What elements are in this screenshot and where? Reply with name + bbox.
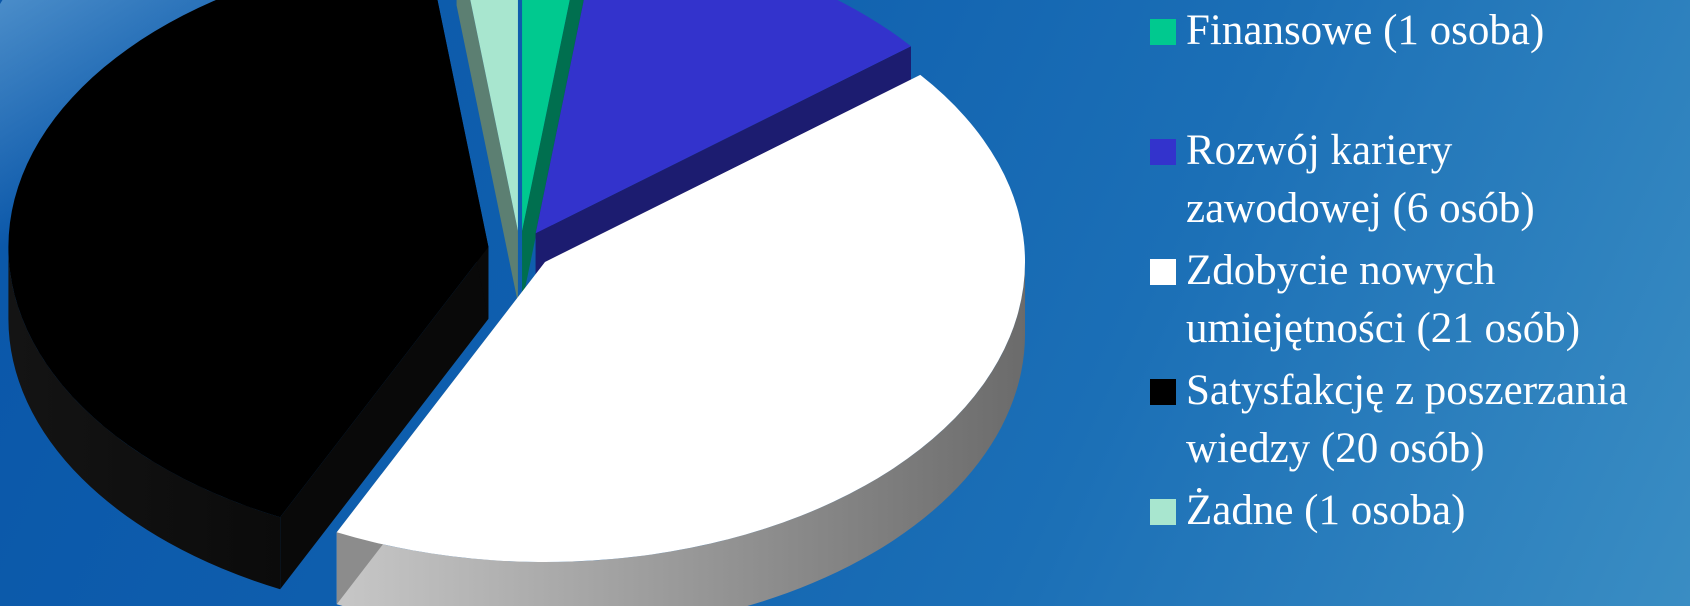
legend-swatch [1150, 379, 1176, 405]
legend-item-finansowe: Finansowe (1 osoba) [1150, 2, 1690, 60]
pie-chart [8, 0, 1026, 606]
pie-slice-top [522, 0, 570, 231]
pie-slice-top [336, 74, 1026, 562]
pie-slice [336, 74, 1026, 606]
pie-slice-side [336, 261, 1026, 606]
legend-item-zadne: Żadne (1 osoba) [1150, 482, 1690, 540]
legend-label: Satysfakcję z poszerzania [1186, 367, 1628, 414]
pie-slice [8, 0, 489, 590]
legend-label-continued: umiejętności (21 osób) [1186, 305, 1581, 352]
legend-swatch [1150, 259, 1176, 285]
legend-swatch [1150, 139, 1176, 165]
pie-slice-cut-face [280, 246, 489, 590]
legend-label-continued: zawodowej (6 osób) [1186, 185, 1535, 232]
legend-item-rozwoj-kariery: Rozwój kariery zawodowej (6 osób) [1150, 122, 1690, 238]
legend-label-continued: wiedzy (20 osób) [1186, 425, 1485, 472]
pie-slice-top [470, 0, 518, 231]
legend-label: Finansowe (1 osoba) [1186, 7, 1545, 54]
chart-legend: Finansowe (1 osoba) Rozwój kariery zawod… [1150, 2, 1690, 540]
pie-slice-side [8, 246, 281, 590]
legend-label: Zdobycie nowych [1186, 247, 1496, 294]
pie-slice-top [535, 0, 911, 234]
legend-label: Rozwój kariery [1186, 127, 1453, 174]
legend-swatch [1150, 19, 1176, 45]
legend-item-satysfakcja: Satysfakcję z poszerzania wiedzy (20 osó… [1150, 362, 1690, 478]
legend-item-zdobycie-umiejetnosci: Zdobycie nowych umiejętności (21 osób) [1150, 242, 1690, 358]
pie-slice [456, 0, 518, 303]
legend-swatch [1150, 499, 1176, 525]
pie-slice-top [8, 0, 489, 518]
legend-label: Żadne (1 osoba) [1186, 487, 1466, 534]
pie-slice-cut-face [456, 0, 518, 303]
